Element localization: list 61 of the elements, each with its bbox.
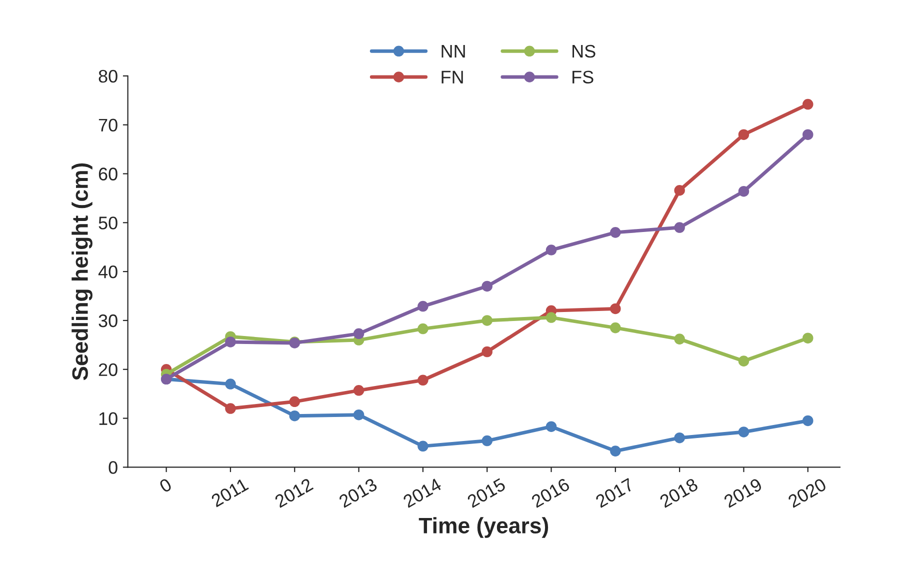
point [225, 403, 236, 414]
point [610, 446, 621, 456]
point [546, 244, 557, 256]
x-tick-label: 0 [158, 478, 172, 494]
point [353, 328, 364, 340]
point [353, 409, 364, 420]
y-axis-title: Seedling height (cm) [72, 163, 92, 380]
x-tick-label: 2014 [402, 478, 442, 508]
x-tick-label: 2018 [658, 478, 699, 508]
legend-label: FN [442, 70, 463, 84]
point [674, 184, 685, 196]
y-tick-label: 20 [98, 363, 118, 376]
point [610, 322, 621, 334]
point [610, 303, 621, 314]
point [738, 356, 750, 366]
x-tick-label: 2012 [274, 478, 314, 508]
point [738, 426, 750, 438]
x-tick-label: 2015 [466, 478, 506, 508]
y-tick-label: 0 [108, 461, 118, 474]
x-axis-title: Time (years) [418, 517, 548, 538]
x-tick-label: 2019 [723, 478, 763, 508]
point [546, 312, 557, 323]
point [353, 385, 364, 396]
point [418, 440, 428, 452]
x-tick-label: 2017 [594, 478, 634, 508]
y-tick-label: 70 [98, 118, 118, 132]
point [418, 323, 428, 334]
x-tick-label: 2016 [530, 478, 570, 508]
point [546, 421, 557, 432]
point [674, 222, 685, 233]
y-tick-label: 40 [98, 265, 118, 278]
x-tick-label: 2011 [210, 478, 249, 508]
point [225, 378, 236, 390]
point [610, 227, 621, 238]
point [482, 315, 492, 326]
point [482, 280, 492, 292]
point [674, 334, 685, 344]
point [674, 432, 685, 444]
point [418, 374, 428, 386]
point [802, 332, 814, 344]
point [225, 336, 236, 348]
point [802, 415, 814, 426]
point [802, 129, 814, 140]
point [738, 129, 750, 140]
legend-label: FS [572, 70, 594, 84]
point [482, 346, 492, 358]
x-tick-label: 2013 [338, 478, 378, 508]
y-tick-label: 30 [98, 314, 118, 328]
y-tick-label: 60 [98, 168, 118, 180]
point [289, 396, 300, 408]
x-tick-label: 2020 [787, 478, 828, 508]
point [289, 410, 300, 422]
point [738, 186, 750, 197]
legend-label: NN [442, 45, 465, 58]
y-tick-label: 50 [98, 216, 118, 230]
y-tick-label: 10 [99, 412, 118, 426]
point [418, 300, 428, 312]
legend-label: NS [572, 44, 596, 58]
y-tick-label: 80 [98, 70, 118, 83]
point [482, 435, 492, 446]
point [802, 98, 814, 110]
